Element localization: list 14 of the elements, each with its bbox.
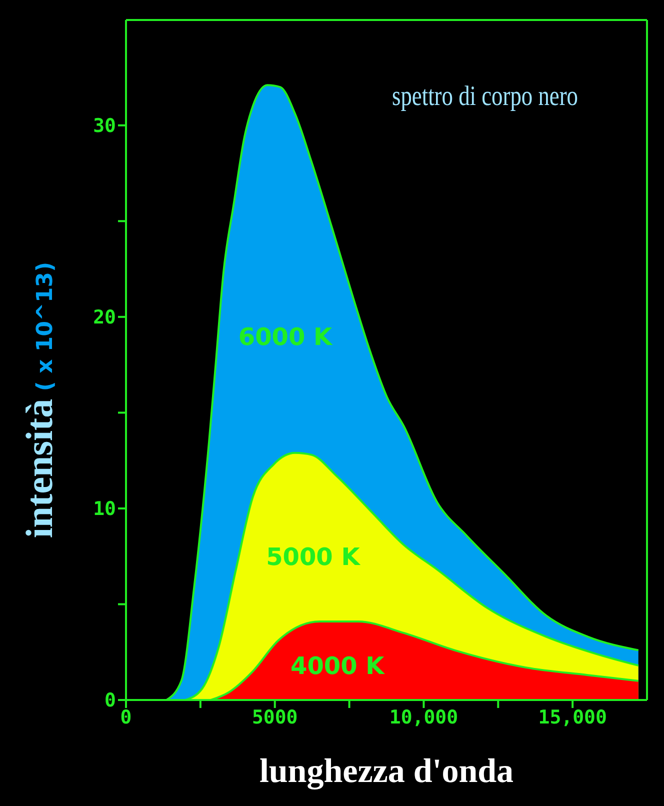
- y-axis-title: intensità ( x 10^13): [19, 262, 61, 538]
- y-tick-label: 10: [93, 498, 116, 520]
- series-label: 5000 K: [265, 542, 362, 571]
- x-tick-label: 0: [120, 706, 132, 728]
- x-tick-label: 10,000: [389, 706, 458, 728]
- x-tick-label: 15,000: [538, 706, 607, 728]
- series-label: 4000 K: [290, 652, 386, 680]
- y-tick-label: 30: [93, 115, 116, 138]
- series-label: 6000 K: [237, 323, 334, 352]
- x-tick-label: 5000: [252, 706, 298, 728]
- text: spettro di corpo nero: [391, 80, 579, 114]
- y-tick-label: 0: [104, 690, 116, 712]
- x-axis-title: lunghezza d'onda: [258, 752, 515, 792]
- y-tick-label: 20: [93, 306, 116, 329]
